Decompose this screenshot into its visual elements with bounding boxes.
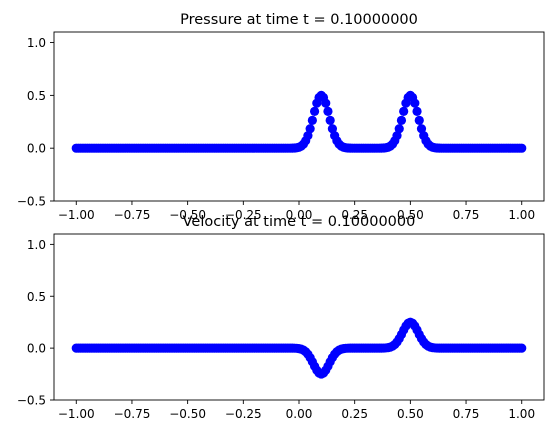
velocity-x-tick-label: −0.75 [114,407,151,421]
pressure-data-point [399,106,409,116]
velocity-y-tick-label: 1.0 [27,238,46,252]
pressure-x-tick-label: 0.00 [286,208,313,222]
pressure-data-point [321,98,331,108]
velocity-panel: Velocity at time t = 0.10000000 −1.00 −0.7… [17,214,545,421]
pressure-title: Pressure at time t = 0.10000000 [180,12,418,28]
pressure-data-point [416,124,427,134]
pressure-x-tick-label: 0.75 [453,208,480,222]
pressure-y-tick-label: 0.0 [27,142,46,156]
pressure-data-point [305,124,315,134]
velocity-x-tick-label: 0.75 [453,407,480,421]
pressure-data-point [323,106,333,116]
pressure-data-point [414,115,424,125]
pressure-data-point [392,131,402,141]
velocity-y-tick-label: 0.0 [27,342,46,356]
pressure-data-point [303,131,313,141]
velocity-x-tick-label: 0.00 [286,407,313,421]
velocity-y-tick-label: 0.5 [27,290,46,304]
pressure-data-point [396,115,407,125]
velocity-y-tick-label: −0.5 [17,394,46,408]
velocity-x-tick-label: −0.50 [169,407,206,421]
velocity-data-point [517,343,527,353]
pressure-data-point [412,106,422,116]
pressure-data-point [307,115,317,125]
pressure-y-tick-label: −0.5 [17,195,46,209]
velocity-x-tick-label: −0.25 [225,407,262,421]
pressure-data-point [517,143,527,153]
pressure-x-tick-label: −0.25 [225,208,262,222]
pressure-points [71,90,527,153]
pressure-data-point [309,106,320,116]
pressure-y-tick-label: 0.5 [27,89,46,103]
pressure-x-tick-label: 0.25 [341,208,368,222]
pressure-x-tick-label: −1.00 [58,208,95,222]
velocity-x-tick-label: 0.25 [341,407,368,421]
pressure-data-point [394,124,404,134]
pressure-y-tick-label: 1.0 [27,36,46,50]
pressure-panel: Pressure at time t = 0.10000000 −1.00 −0.7… [17,12,545,222]
velocity-title: Velocity at time t = 0.10000000 [183,214,416,230]
pressure-data-point [410,98,420,108]
pressure-x-tick-label: −0.50 [169,208,206,222]
velocity-points [71,317,527,379]
velocity-x-tick-label: 0.50 [397,407,424,421]
pressure-x-tick-label: 1.00 [508,208,535,222]
velocity-x-tick-label: 1.00 [508,407,535,421]
pressure-data-point [325,115,335,125]
velocity-x-tick-label: −1.00 [58,407,95,421]
pressure-x-tick-label: 0.50 [397,208,424,222]
pressure-data-point [327,124,338,134]
pressure-x-tick-label: −0.75 [114,208,151,222]
